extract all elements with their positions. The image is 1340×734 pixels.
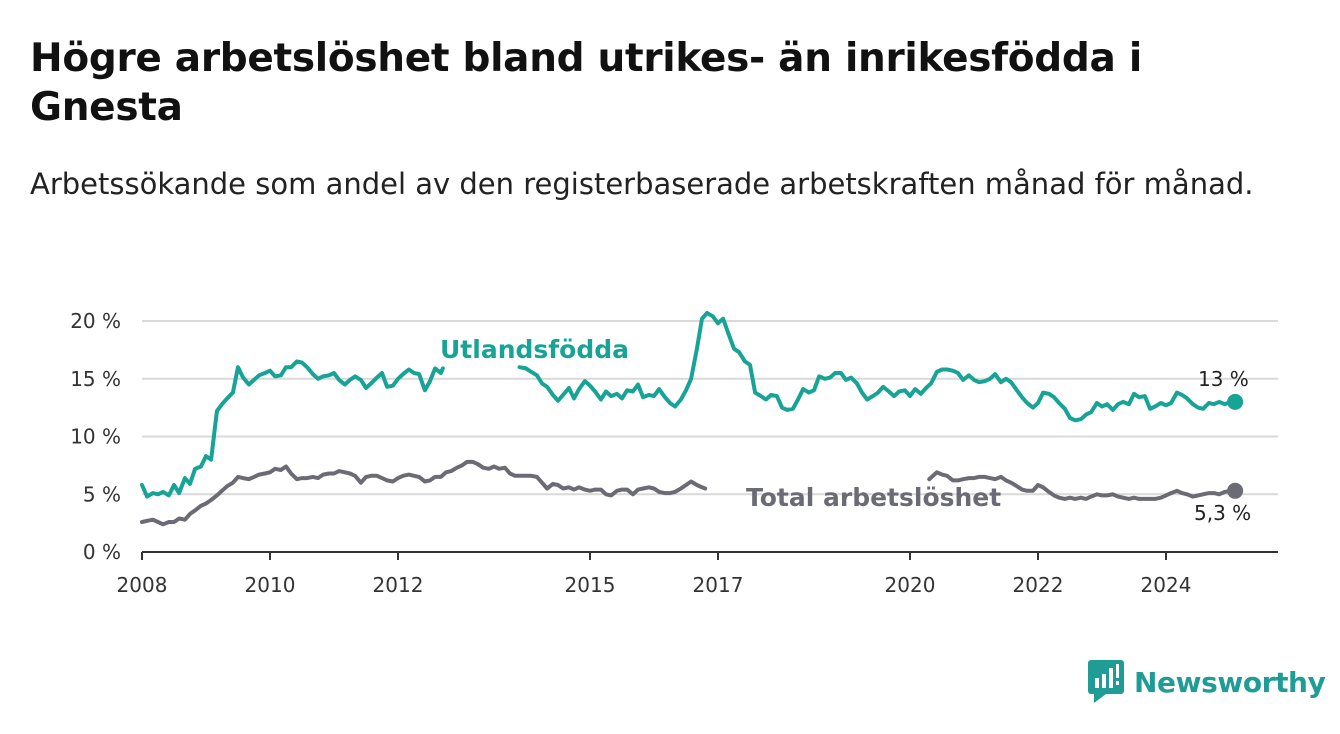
x-tick-label: 2010: [245, 573, 296, 597]
newsworthy-logo-icon: [1088, 660, 1124, 703]
series-label-utlandsfodda: Utlandsfödda: [440, 335, 629, 364]
series-line-utlandsfodda: [517, 310, 1238, 423]
series-line-utlandsfodda: [140, 359, 445, 499]
newsworthy-logo: Newsworthy: [1088, 660, 1326, 704]
x-axis-ticks: 2008 2010 2012 2015 2017 2020 2022 2024: [117, 552, 1192, 597]
y-tick-label: 20 %: [70, 309, 121, 333]
end-value-label-utlandsfodda: 13 %: [1198, 367, 1249, 391]
y-axis-ticks: 0 % 5 % 10 % 15 % 20 %: [70, 309, 121, 564]
series-lines: [140, 310, 1238, 527]
line-chart: 0 %5 %10 %15 %20 % 2008 2010 2012 2015 2017 2…: [70, 309, 1278, 597]
chart-subtitle: Arbetssökande som andel av den registerb…: [30, 167, 1254, 201]
x-tick-label: 2012: [373, 573, 424, 597]
y-tick-label: 15 %: [70, 367, 121, 391]
chart-title: Högre arbetslöshet bland utrikes- än inr…: [30, 36, 1142, 130]
y-tick-label: 5 %: [83, 482, 121, 506]
newsworthy-logo-text: Newsworthy: [1134, 665, 1326, 699]
x-tick-label: 2008: [117, 573, 168, 597]
x-tick-label: 2022: [1013, 573, 1064, 597]
series-line-total: [927, 470, 1238, 501]
end-marker-utlandsfodda: [1227, 393, 1244, 410]
series-line-total: [140, 459, 708, 527]
x-tick-label: 2024: [1141, 573, 1192, 597]
end-marker-total: [1227, 482, 1244, 499]
x-tick-label: 2015: [565, 573, 616, 597]
y-tick-label: 0 %: [83, 540, 121, 564]
gridlines: [142, 320, 1278, 553]
series-end-markers: [1227, 393, 1244, 499]
x-tick-label: 2020: [885, 573, 936, 597]
x-tick-label: 2017: [693, 573, 744, 597]
end-value-label-total: 5,3 %: [1194, 501, 1251, 525]
series-label-total: Total arbetslöshet: [746, 483, 1001, 512]
y-tick-label: 10 %: [70, 425, 121, 449]
